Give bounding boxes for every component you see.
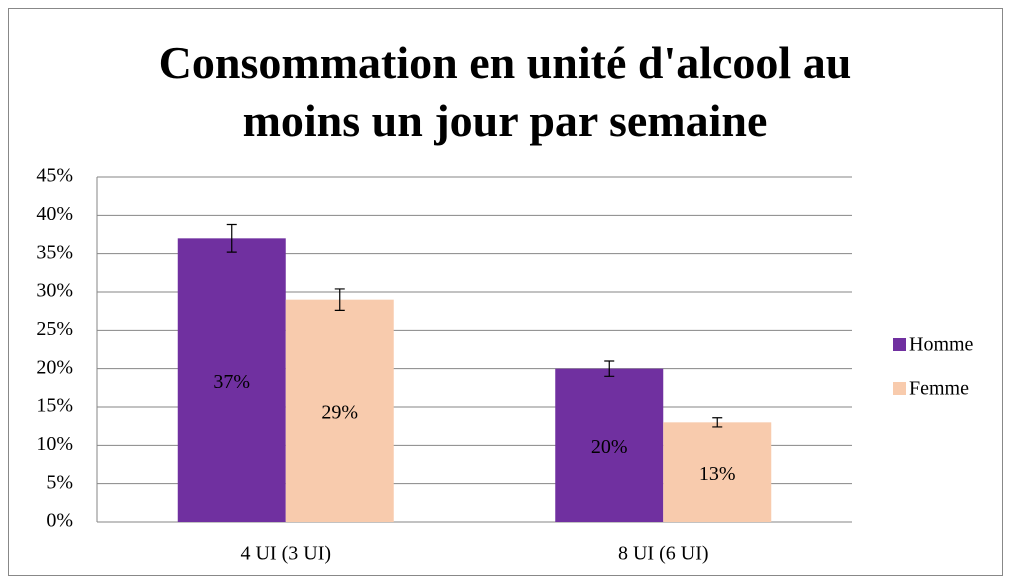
y-tick-label: 5% <box>46 471 73 493</box>
data-label: 20% <box>591 436 628 458</box>
data-label: 37% <box>213 371 250 393</box>
bar <box>177 238 286 523</box>
legend-swatch <box>893 338 906 351</box>
bar <box>663 422 772 522</box>
legend-swatch <box>893 382 906 395</box>
bar <box>555 368 664 522</box>
error-bar <box>334 288 345 311</box>
x-tick-label: 8 UI (6 UI) <box>618 543 709 565</box>
legend-label: Femme <box>909 378 969 400</box>
y-tick-label: 10% <box>36 433 73 455</box>
y-tick-label: 0% <box>46 510 73 532</box>
y-tick-label: 25% <box>36 318 73 340</box>
error-bar <box>226 223 237 253</box>
y-tick-label: 40% <box>36 203 73 225</box>
error-bar <box>712 417 723 428</box>
y-tick-label: 20% <box>36 356 73 378</box>
y-tick-label: 35% <box>36 241 73 263</box>
y-tick-label: 45% <box>36 165 73 187</box>
chart-title: Consommation en unité d'alcool au moins … <box>158 37 852 146</box>
bar <box>285 299 394 522</box>
data-label: 29% <box>321 401 358 423</box>
x-tick-label: 4 UI (3 UI) <box>240 543 331 565</box>
legend-label: Homme <box>909 334 974 356</box>
error-bar <box>604 360 615 377</box>
chart-border <box>8 8 1003 576</box>
y-tick-label: 30% <box>36 280 73 302</box>
y-tick-label: 15% <box>36 395 73 417</box>
data-label: 13% <box>699 463 736 485</box>
